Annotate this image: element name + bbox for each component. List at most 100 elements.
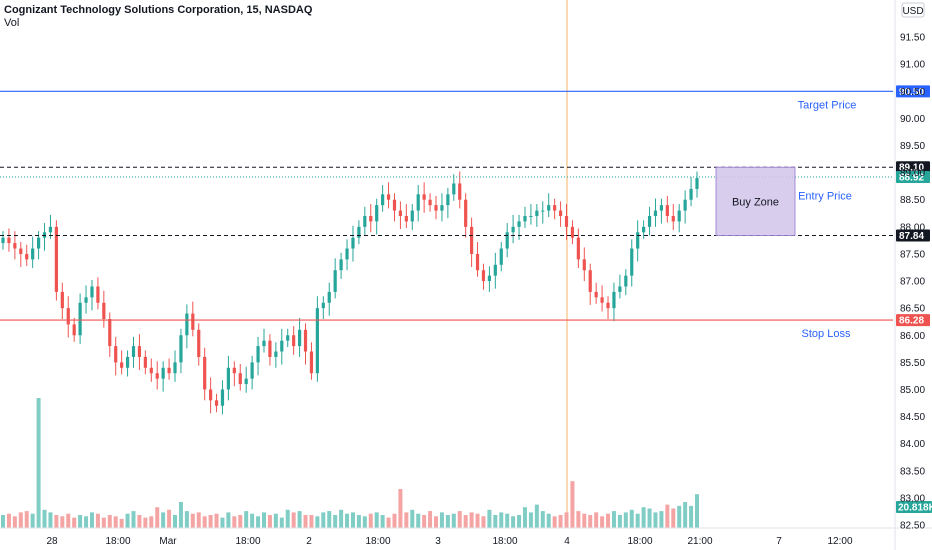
price-tick: 89.00: [900, 168, 925, 179]
candle-body: [13, 243, 17, 249]
candle-body: [493, 264, 497, 276]
candle-body: [309, 351, 314, 374]
time-tick: 18:00: [627, 536, 652, 547]
volume-bar: [582, 513, 587, 528]
volume-bar: [683, 502, 688, 528]
candle-body: [517, 221, 521, 227]
volume-bar: [214, 513, 219, 528]
candle-body: [25, 253, 29, 260]
volume-bar: [522, 507, 527, 528]
volume-bar: [42, 509, 47, 528]
price-tag-text: 89.10: [899, 163, 924, 174]
volume-bar: [84, 516, 89, 528]
candle-body: [630, 248, 634, 276]
price-tick: 90.50: [900, 87, 925, 98]
candle-body: [256, 346, 260, 363]
candle-body: [321, 302, 325, 309]
volume-bar: [546, 513, 551, 528]
volume-bar: [611, 511, 616, 528]
time-tick: 12:00: [827, 536, 852, 547]
candle-body: [695, 178, 699, 189]
candle-body: [558, 210, 563, 216]
volume-bar: [24, 511, 29, 528]
candle-body: [137, 346, 142, 357]
candle-body: [612, 291, 616, 309]
candle-body: [48, 226, 53, 233]
volume-bar: [469, 512, 474, 528]
volume-bar: [434, 516, 439, 528]
volume-bar: [267, 515, 272, 528]
symbol-title[interactable]: Cognizant Technology Solutions Corporati…: [4, 4, 313, 16]
volume-bar: [445, 515, 450, 528]
price-tick: 83.50: [900, 466, 925, 477]
candle-body: [226, 367, 231, 390]
price-tick: 84.50: [900, 412, 925, 423]
candle-body: [505, 232, 509, 249]
candle-body: [333, 270, 337, 292]
volume-bar: [303, 515, 308, 528]
currency-label: USD: [902, 6, 923, 17]
currency-box: [901, 2, 925, 18]
candle-body: [268, 340, 272, 357]
candle-body: [464, 199, 468, 227]
volume-bar: [131, 511, 136, 528]
candle-body: [375, 205, 379, 222]
volume-bar: [451, 513, 456, 528]
price-tick: 85.00: [900, 385, 925, 396]
candle-body: [653, 210, 658, 216]
volume-bar: [380, 515, 385, 528]
volume-bar: [321, 512, 326, 528]
time-tick: 18:00: [492, 536, 517, 547]
time-tick: 3: [435, 536, 441, 547]
volume-bar: [279, 517, 284, 528]
volume-bar: [647, 508, 652, 528]
candle-body: [149, 367, 153, 374]
candle-body: [647, 216, 652, 227]
volume-bar: [208, 515, 213, 528]
volume-bar: [339, 509, 344, 528]
candle-body: [274, 351, 278, 357]
chart-header: Cognizant Technology Solutions Corporati…: [4, 4, 312, 30]
price-tick: 89.50: [900, 141, 925, 152]
candle-body: [553, 205, 557, 211]
candle-body: [66, 308, 70, 325]
candle-body: [327, 291, 331, 303]
volume-bar: [653, 512, 658, 528]
time-tick: 4: [564, 536, 570, 547]
candle-body: [576, 237, 580, 260]
candle-body: [458, 183, 462, 200]
volume-bar: [416, 513, 421, 528]
volume-bar: [493, 515, 498, 528]
candle-body: [416, 194, 420, 211]
volume-bar: [671, 508, 676, 528]
candles: [1, 171, 699, 415]
price-tick: 86.50: [900, 304, 925, 315]
candle-body: [315, 308, 319, 374]
volume-bar: [623, 512, 628, 528]
candle-body: [523, 216, 527, 222]
price-tag: 87.84: [896, 229, 930, 242]
candle-body: [214, 400, 219, 406]
candle-body: [1, 237, 5, 244]
price-tag: 89.10: [896, 161, 930, 174]
volume-bar: [190, 513, 195, 528]
candle-body: [36, 237, 41, 249]
candle-body: [292, 335, 296, 347]
volume-bar: [487, 509, 492, 528]
volume-bar: [677, 505, 682, 528]
candle-body: [369, 216, 373, 222]
candle-body: [232, 367, 236, 374]
volume-bar: [540, 511, 545, 528]
volume-bar: [315, 516, 320, 528]
candle-body: [428, 199, 432, 206]
price-tick: 91.50: [900, 33, 925, 44]
price-tick: 82.50: [900, 521, 925, 532]
candle-body: [386, 194, 391, 200]
candle-body: [564, 216, 569, 227]
candle-body: [487, 275, 491, 282]
volume-bar: [564, 512, 569, 528]
volume-bar: [356, 515, 361, 528]
buy-zone-box: [715, 166, 796, 236]
volume-bar: [333, 515, 338, 528]
